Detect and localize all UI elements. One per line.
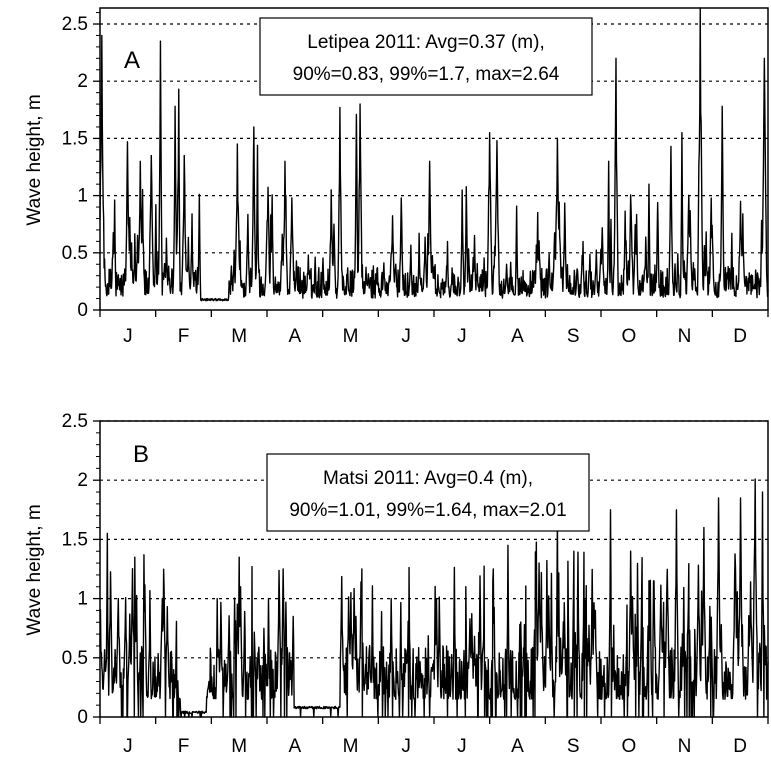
month-label: S	[567, 326, 580, 347]
y-tick-label: 1	[77, 589, 88, 610]
wave-series-b	[99, 478, 769, 718]
y-axis-ticks: 0 0.5 1 1.5 2 2.5	[62, 12, 100, 321]
y-tick-label: 1.5	[62, 128, 88, 149]
panel-a: 0 0.5 1 1.5 2 2.5 J F M A M J J A S O N D Wave height, m…	[24, 7, 769, 347]
panel-label: A	[124, 47, 140, 74]
month-label: N	[678, 326, 692, 347]
y-axis-title: Wave height, m	[24, 504, 45, 635]
panel-label: B	[133, 441, 149, 468]
y-axis-title: Wave height, m	[24, 94, 45, 225]
month-label: M	[231, 736, 247, 757]
month-label: J	[123, 736, 133, 757]
month-label: J	[457, 736, 467, 757]
y-tick-label: 2.5	[62, 14, 88, 35]
stats-line-1: Letipea 2011: Avg=0.37 (m),	[307, 32, 545, 53]
month-label: M	[231, 326, 247, 347]
stats-box	[259, 17, 593, 96]
y-tick-label: 2	[77, 71, 88, 92]
stats-line-1: Matsi 2011: Avg=0.4 (m),	[323, 468, 533, 489]
y-tick-label: 2	[77, 470, 88, 491]
wave-series-a	[99, 7, 769, 302]
month-label: N	[678, 736, 692, 757]
y-tick-label: 0	[77, 300, 88, 321]
stats-box	[266, 453, 590, 532]
y-tick-label: 2.5	[62, 411, 88, 432]
y-tick-label: 0.5	[62, 243, 88, 264]
y-axis-ticks: 0 0.5 1 1.5 2 2.5	[62, 411, 100, 728]
month-label: M	[343, 326, 359, 347]
month-label: A	[511, 326, 524, 347]
month-label: J	[401, 326, 411, 347]
month-label: A	[288, 326, 301, 347]
month-label: O	[621, 736, 636, 757]
y-tick-label: 1	[77, 186, 88, 207]
month-label: A	[288, 736, 301, 757]
month-label: A	[511, 736, 524, 757]
y-tick-label: 1.5	[62, 529, 88, 550]
stats-line-2: 90%=1.01, 99%=1.64, max=2.01	[289, 500, 566, 521]
stats-line-2: 90%=0.83, 99%=1.7, max=2.64	[293, 64, 560, 85]
month-label: J	[123, 326, 133, 347]
month-label: S	[567, 736, 580, 757]
month-label: F	[178, 326, 190, 347]
month-label: O	[621, 326, 636, 347]
panel-b: 0 0.5 1 1.5 2 2.5 J F M A M J J A S O N D Wave height, m…	[24, 411, 769, 757]
y-tick-label: 0	[77, 707, 88, 728]
month-label: F	[178, 736, 190, 757]
month-label: D	[733, 736, 747, 757]
month-label: J	[457, 326, 467, 347]
month-label: M	[343, 736, 359, 757]
month-label: J	[401, 736, 411, 757]
month-label: D	[733, 326, 747, 347]
y-tick-label: 0.5	[62, 648, 88, 669]
